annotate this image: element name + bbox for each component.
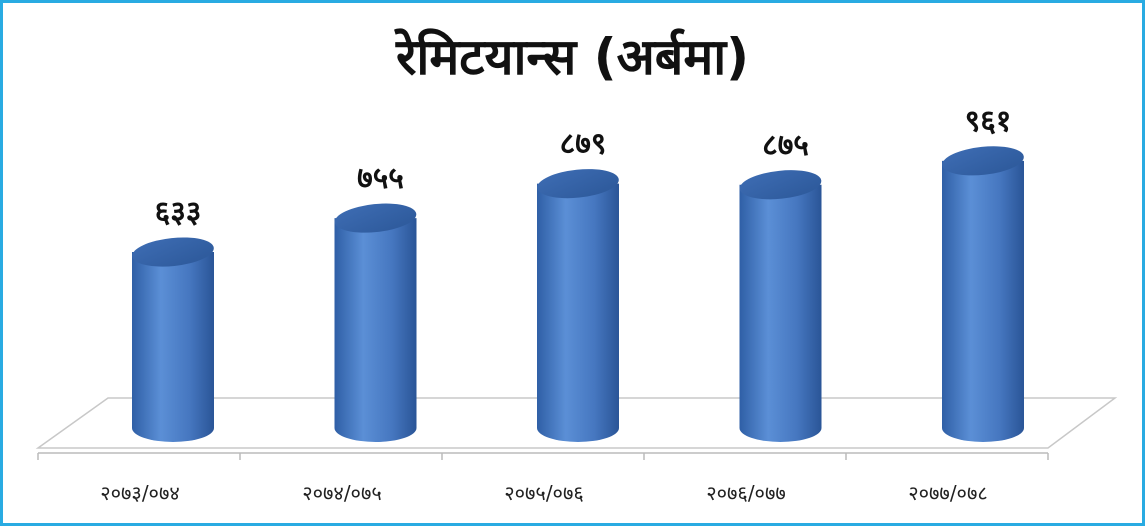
bar-top xyxy=(334,203,417,233)
bar-chart: ६३३ २०७३/०७४ ७५५ २०७४/०७५ ८७९ २०७५/०७६ ८७५ २०७६… xyxy=(35,104,1118,505)
bar xyxy=(537,183,619,442)
bar-group: ८७९ २०७५/०७६ xyxy=(504,127,619,505)
data-label: ८७९ xyxy=(560,127,607,162)
x-tick-label: २०७३/०७४ xyxy=(100,481,180,505)
x-tick-label: २०७७/०७८ xyxy=(908,481,988,505)
chart-title: रेमिटयान्स (अर्बमा) xyxy=(395,28,750,86)
data-label: ६३३ xyxy=(155,195,202,230)
bar-group: ९६१ २०७७/०७८ xyxy=(908,104,1024,505)
x-tick-label: २०७४/०७५ xyxy=(302,481,382,505)
x-tick-label: २०७६/०७७ xyxy=(706,481,786,505)
bar-group: ६३३ २०७३/०७४ xyxy=(100,195,214,505)
bar-group: ७५५ २०७४/०७५ xyxy=(302,161,417,505)
bar-top xyxy=(537,169,619,199)
bar xyxy=(739,184,822,442)
data-label: ८७५ xyxy=(762,128,809,163)
bar-group: ८७५ २०७६/०७७ xyxy=(706,128,822,505)
bar-top xyxy=(942,146,1024,176)
x-tick-label: २०७५/०७६ xyxy=(504,481,584,505)
bar-top xyxy=(132,237,214,267)
bar-top xyxy=(739,170,822,200)
data-label: ९६१ xyxy=(965,104,1012,139)
bar xyxy=(132,252,214,442)
bar xyxy=(334,218,417,442)
data-label: ७५५ xyxy=(357,161,404,196)
bar xyxy=(942,160,1024,442)
